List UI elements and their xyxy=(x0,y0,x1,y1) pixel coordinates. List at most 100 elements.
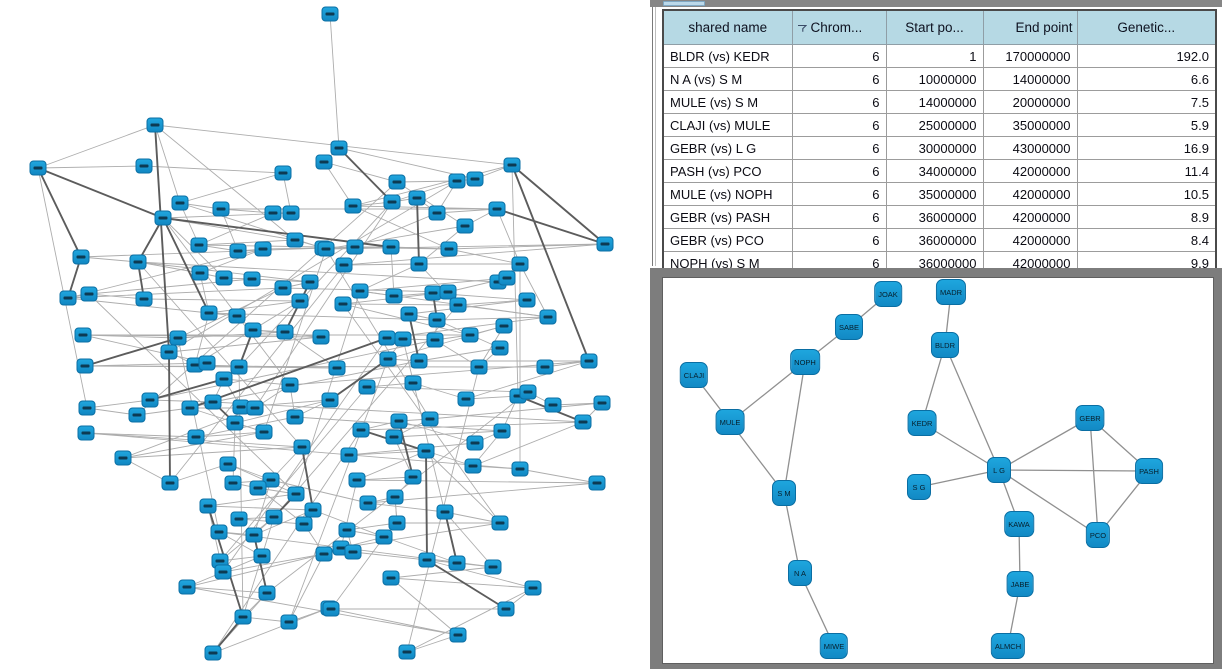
main-network-node-42[interactable] xyxy=(448,173,466,189)
cell[interactable]: 6.6 xyxy=(1076,67,1217,91)
main-network-node-72[interactable] xyxy=(394,331,412,347)
cell[interactable]: 36000000 xyxy=(885,205,984,229)
main-network-node-27[interactable] xyxy=(228,308,246,324)
col-header-chrom[interactable]: Chrom... xyxy=(791,9,887,45)
main-network-node-82[interactable] xyxy=(141,392,159,408)
main-network-node-133[interactable] xyxy=(385,429,403,445)
main-network-node-99[interactable] xyxy=(161,475,179,491)
cell[interactable]: 11.4 xyxy=(1076,159,1217,183)
main-network-node-106[interactable] xyxy=(304,502,322,518)
detail-network-node-gebr[interactable]: GEBR xyxy=(1075,405,1105,431)
main-network-node-94[interactable] xyxy=(255,424,273,440)
detail-network-node-pco[interactable]: PCO xyxy=(1085,522,1111,548)
detail-network-node-jabe[interactable]: JABE xyxy=(1006,571,1034,597)
cell[interactable]: 34000000 xyxy=(885,159,984,183)
cell[interactable]: MULE (vs) NOPH xyxy=(662,182,793,206)
main-network-node-19[interactable] xyxy=(243,271,261,287)
main-network-node-107[interactable] xyxy=(295,516,313,532)
main-network-node-144[interactable] xyxy=(359,495,377,511)
main-network-node-86[interactable] xyxy=(204,394,222,410)
cell[interactable]: 7.5 xyxy=(1076,90,1217,114)
detail-network-node-s-m[interactable]: S M xyxy=(772,480,796,506)
main-network-node-128[interactable] xyxy=(593,395,611,411)
main-network-node-24[interactable] xyxy=(135,291,153,307)
main-network-node-156[interactable] xyxy=(524,580,542,596)
main-network-node-62[interactable] xyxy=(385,288,403,304)
main-network-node-126[interactable] xyxy=(519,384,537,400)
main-network-node-98[interactable] xyxy=(114,450,132,466)
detail-network-node-claji[interactable]: CLAJI xyxy=(679,362,709,388)
main-network-node-9[interactable] xyxy=(154,210,172,226)
main-network-node-143[interactable] xyxy=(386,489,404,505)
cell[interactable]: 6 xyxy=(791,159,887,183)
table-horizontal-scrollbar[interactable] xyxy=(650,0,1222,7)
cell[interactable]: BLDR (vs) KEDR xyxy=(662,44,793,68)
main-network-node-45[interactable] xyxy=(344,198,362,214)
cell[interactable]: 8.4 xyxy=(1076,228,1217,252)
main-network-node-23[interactable] xyxy=(80,286,98,302)
main-network-node-93[interactable] xyxy=(226,415,244,431)
col-header-end-point[interactable]: End point xyxy=(982,9,1078,45)
main-network-node-127[interactable] xyxy=(544,397,562,413)
detail-network-node-noph[interactable]: NOPH xyxy=(790,349,820,375)
main-network-node-55[interactable] xyxy=(596,236,614,252)
main-network-node-36[interactable] xyxy=(76,358,94,374)
main-network-node-121[interactable] xyxy=(204,645,222,661)
cell[interactable]: 5.9 xyxy=(1076,113,1217,137)
cell[interactable]: 10.5 xyxy=(1076,182,1217,206)
main-network-node-10[interactable] xyxy=(286,232,304,248)
main-network-node-139[interactable] xyxy=(511,461,529,477)
main-network-node-158[interactable] xyxy=(322,601,340,617)
main-network-node-80[interactable] xyxy=(536,359,554,375)
main-network-node-50[interactable] xyxy=(456,218,474,234)
table-row[interactable]: CLAJI (vs) MULE 6 25000000 35000000 5.9 xyxy=(662,113,1217,137)
cell[interactable]: 10000000 xyxy=(885,67,984,91)
cell[interactable]: 6 xyxy=(791,113,887,137)
main-network-node-51[interactable] xyxy=(317,241,335,257)
main-network-node-1[interactable] xyxy=(146,117,164,133)
main-network-node-2[interactable] xyxy=(29,160,47,176)
main-network-node-92[interactable] xyxy=(321,392,339,408)
main-network-node-13[interactable] xyxy=(254,241,272,257)
main-network-node-159[interactable] xyxy=(449,627,467,643)
cell[interactable]: 30000000 xyxy=(885,136,984,160)
main-network-node-35[interactable] xyxy=(198,355,216,371)
main-network-node-12[interactable] xyxy=(229,243,247,259)
main-network-node-154[interactable] xyxy=(484,559,502,575)
main-network-node-37[interactable] xyxy=(230,359,248,375)
main-network-view[interactable] xyxy=(0,0,650,669)
main-network-node-97[interactable] xyxy=(293,439,311,455)
main-network-node-105[interactable] xyxy=(199,498,217,514)
main-network-node-79[interactable] xyxy=(470,359,488,375)
main-network-node-49[interactable] xyxy=(488,201,506,217)
main-network-node-71[interactable] xyxy=(378,330,396,346)
cell[interactable]: 6 xyxy=(791,67,887,91)
main-network-node-30[interactable] xyxy=(169,330,187,346)
detail-network-node-sabe[interactable]: SABE xyxy=(834,314,864,340)
main-network-node-7[interactable] xyxy=(264,205,282,221)
main-network-node-70[interactable] xyxy=(539,309,557,325)
main-network-node-28[interactable] xyxy=(244,322,262,338)
cell[interactable]: 6 xyxy=(791,136,887,160)
main-network-node-74[interactable] xyxy=(461,327,479,343)
main-network-node-43[interactable] xyxy=(466,171,484,187)
cell[interactable]: 42000000 xyxy=(982,182,1078,206)
main-network-node-81[interactable] xyxy=(580,353,598,369)
main-network-node-131[interactable] xyxy=(390,413,408,429)
main-network-node-152[interactable] xyxy=(418,552,436,568)
cell[interactable]: 25000000 xyxy=(885,113,984,137)
main-network-node-132[interactable] xyxy=(421,411,439,427)
main-network-node-102[interactable] xyxy=(224,475,242,491)
main-network-node-137[interactable] xyxy=(417,443,435,459)
main-network-node-46[interactable] xyxy=(383,194,401,210)
main-network-node-112[interactable] xyxy=(253,548,271,564)
cell[interactable]: 6 xyxy=(791,228,887,252)
main-network-node-87[interactable] xyxy=(215,371,233,387)
main-network-node-33[interactable] xyxy=(160,344,178,360)
main-network-node-115[interactable] xyxy=(315,546,333,562)
main-network-node-58[interactable] xyxy=(511,256,529,272)
table-row[interactable]: N A (vs) S M 6 10000000 14000000 6.6 xyxy=(662,67,1217,91)
main-network-node-157[interactable] xyxy=(497,601,515,617)
main-network-node-56[interactable] xyxy=(335,257,353,273)
main-network-node-11[interactable] xyxy=(190,237,208,253)
